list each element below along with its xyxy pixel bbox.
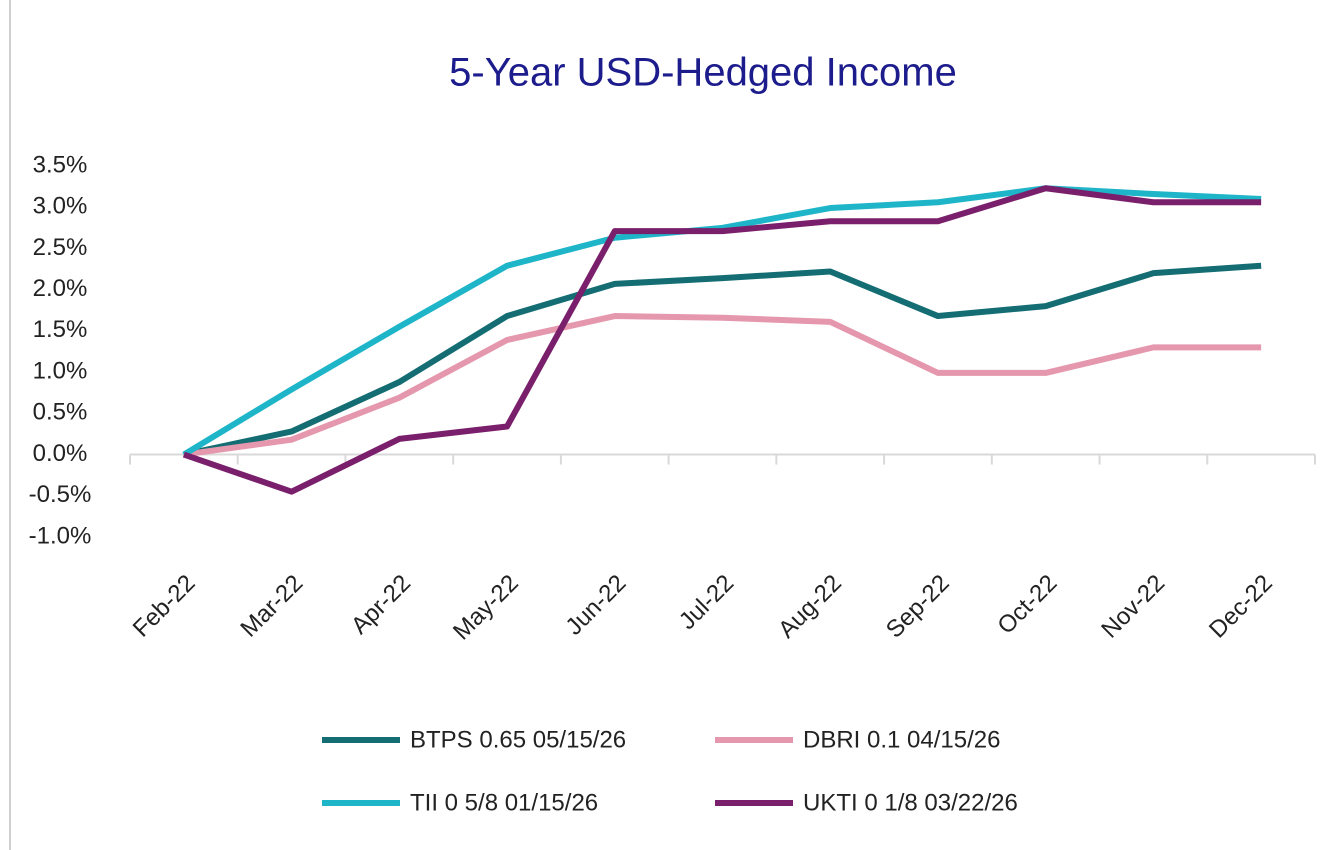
y-tick-label: 3.0%: [33, 193, 88, 220]
y-tick-label: -1.0%: [29, 522, 92, 549]
legend-label: TII 0 5/8 01/15/26: [410, 789, 598, 816]
x-tick-label: Jul-22: [674, 570, 739, 635]
x-tick-label: Apr-22: [346, 570, 416, 640]
y-tick-label: 3.5%: [33, 151, 88, 178]
x-tick-label: Oct-22: [992, 570, 1062, 640]
x-tick-label: Dec-22: [1204, 570, 1278, 644]
x-tick-label: May-22: [448, 570, 524, 646]
x-tick-label: Sep-22: [881, 570, 955, 644]
series-line: [183, 313, 1262, 458]
x-tick-label: Feb-22: [128, 570, 201, 643]
y-tick-label: 1.0%: [33, 357, 88, 384]
y-tick-label: 0.0%: [33, 440, 88, 467]
chart-title: 5-Year USD-Hedged Income: [449, 51, 957, 95]
x-tick-label: Aug-22: [773, 570, 847, 644]
y-tick-label: 2.0%: [33, 275, 88, 302]
y-tick-label: 2.5%: [33, 234, 88, 261]
legend-label: DBRI 0.1 04/15/26: [803, 726, 1000, 753]
legend-label: UKTI 0 1/8 03/22/26: [803, 789, 1018, 816]
x-tick-label: Nov-22: [1096, 570, 1170, 644]
x-tick-label: Jun-22: [561, 570, 632, 641]
y-tick-label: -0.5%: [29, 481, 92, 508]
y-tick-label: 1.5%: [33, 316, 88, 343]
series-line: [183, 262, 1262, 458]
x-tick-label: Mar-22: [235, 570, 308, 643]
legend-label: BTPS 0.65 05/15/26: [410, 726, 626, 753]
y-tick-label: 0.5%: [33, 399, 88, 426]
series-line: [182, 185, 1262, 495]
